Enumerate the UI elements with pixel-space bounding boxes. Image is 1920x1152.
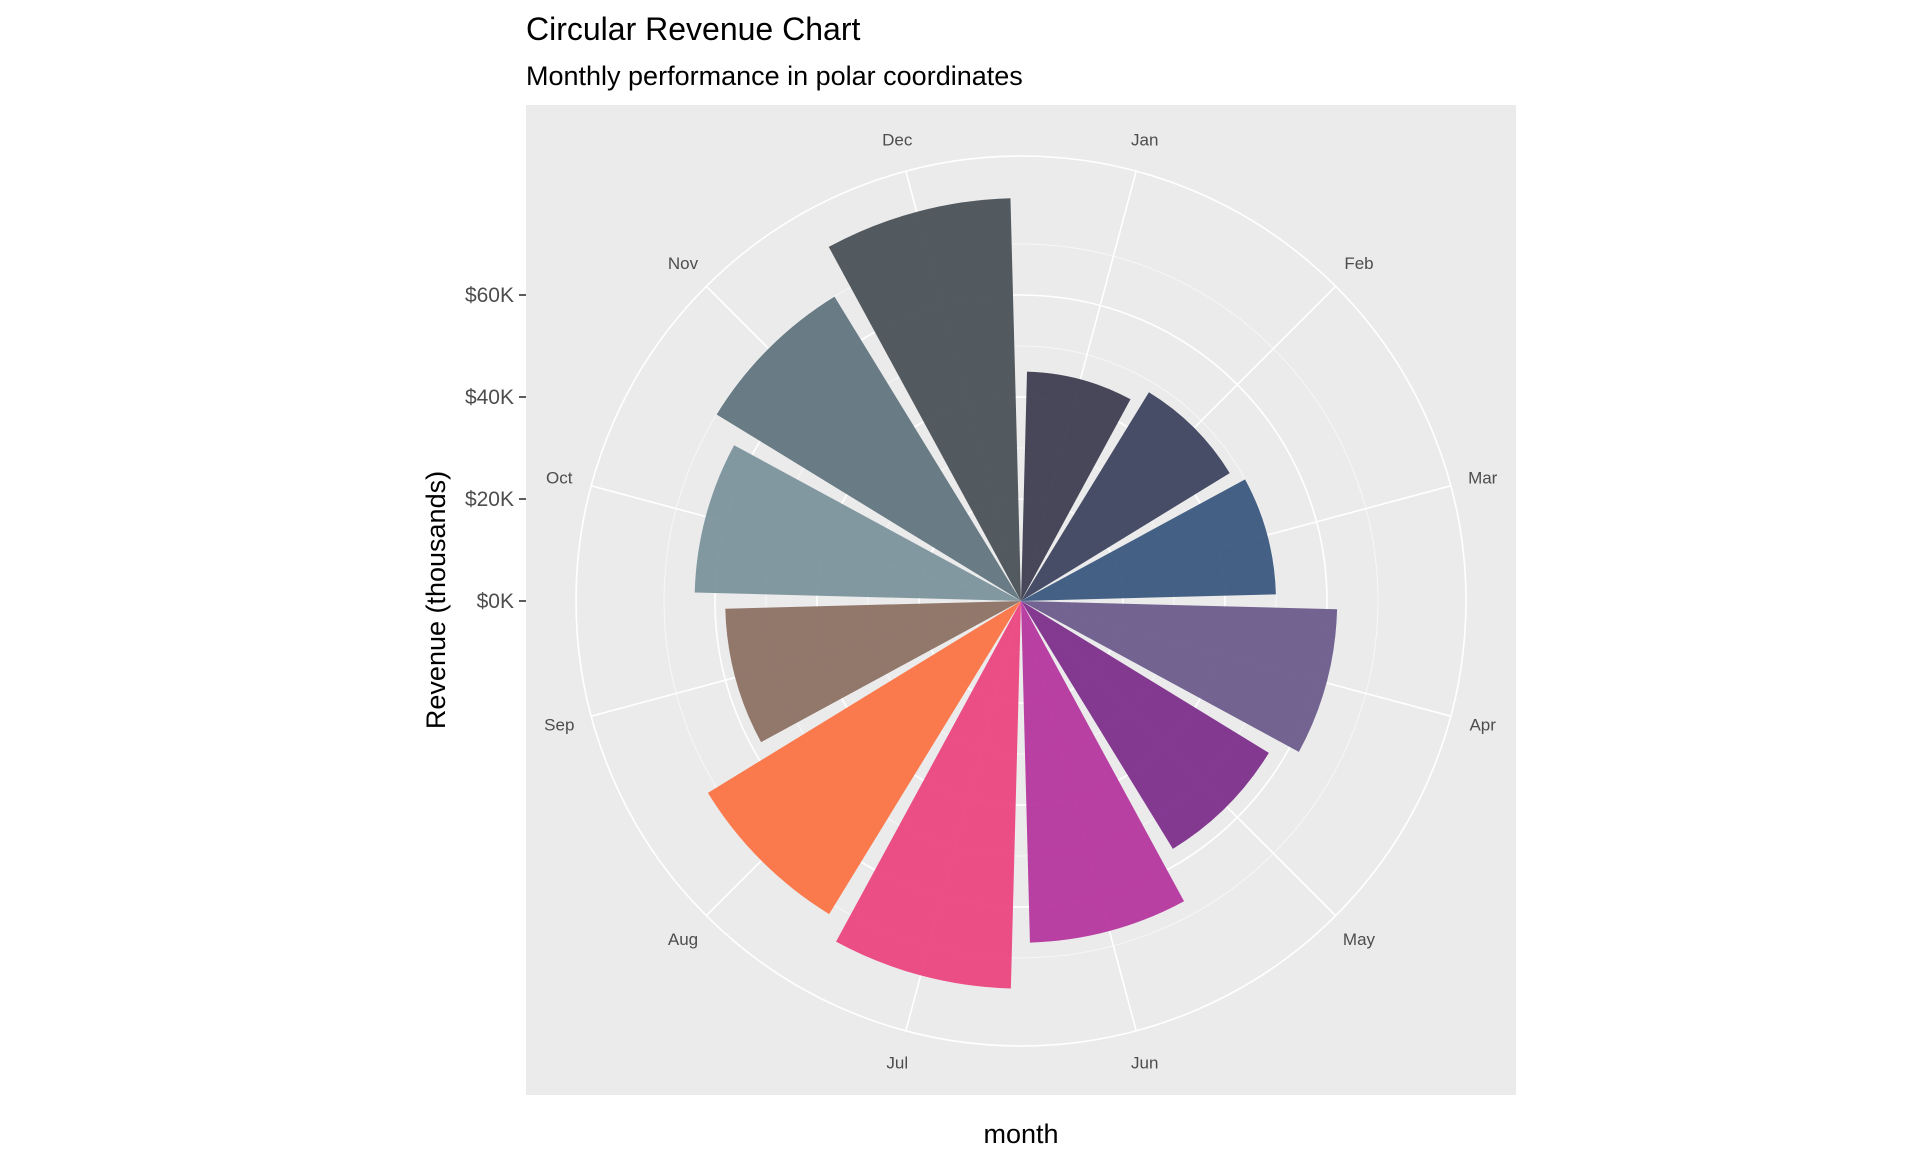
bar-sep bbox=[725, 601, 1021, 743]
month-label-nov: Nov bbox=[668, 254, 699, 273]
bar-may bbox=[1021, 601, 1269, 849]
grid-circle bbox=[918, 498, 1124, 704]
bar-jul bbox=[836, 601, 1021, 989]
grid-circle bbox=[816, 396, 1226, 806]
bar-oct bbox=[694, 445, 1021, 601]
y-tick-label: $40K bbox=[465, 386, 514, 409]
month-label-dec: Dec bbox=[882, 130, 913, 149]
month-label-oct: Oct bbox=[546, 468, 573, 487]
bar-apr bbox=[1021, 601, 1338, 752]
month-label-jun: Jun bbox=[1131, 1054, 1158, 1073]
month-label-sep: Sep bbox=[544, 716, 574, 735]
month-label-jan: Jan bbox=[1131, 130, 1158, 149]
chart-subtitle: Monthly performance in polar coordinates bbox=[526, 61, 1023, 91]
chart-title: Circular Revenue Chart bbox=[526, 11, 860, 47]
y-tick-label: $60K bbox=[465, 284, 514, 307]
grid-circle bbox=[714, 294, 1328, 908]
y-tick-label: $20K bbox=[465, 488, 514, 511]
month-label-may: May bbox=[1343, 930, 1376, 949]
bar-feb bbox=[1021, 392, 1230, 601]
month-label-apr: Apr bbox=[1469, 716, 1496, 735]
bar-jan bbox=[1021, 371, 1131, 601]
month-label-aug: Aug bbox=[668, 930, 698, 949]
grid-circle-minor bbox=[867, 447, 1175, 755]
bar-dec bbox=[828, 198, 1021, 601]
x-axis-title: month bbox=[983, 1119, 1058, 1149]
month-labels: Jan Feb Mar Apr May Jun Jul Aug Sep Oct Nov Dec bbox=[544, 130, 1498, 1072]
bar-nov bbox=[716, 296, 1021, 601]
y-tick-label: $0K bbox=[477, 590, 514, 613]
grid-circle-minor bbox=[663, 243, 1379, 959]
y-axis-title: Revenue (thousands) bbox=[421, 471, 451, 729]
grid-circle-outer bbox=[575, 155, 1467, 1047]
grid-circle-minor bbox=[765, 345, 1277, 857]
month-label-mar: Mar bbox=[1468, 468, 1498, 487]
bar-jun bbox=[1021, 601, 1185, 943]
bar-mar bbox=[1021, 479, 1276, 601]
month-label-jul: Jul bbox=[886, 1054, 908, 1073]
month-label-feb: Feb bbox=[1344, 254, 1373, 273]
grid-circle-minor bbox=[969, 549, 1073, 653]
bars bbox=[694, 198, 1338, 989]
bar-aug bbox=[707, 601, 1021, 915]
y-axis: $0K $20K $40K $60K bbox=[465, 284, 526, 613]
